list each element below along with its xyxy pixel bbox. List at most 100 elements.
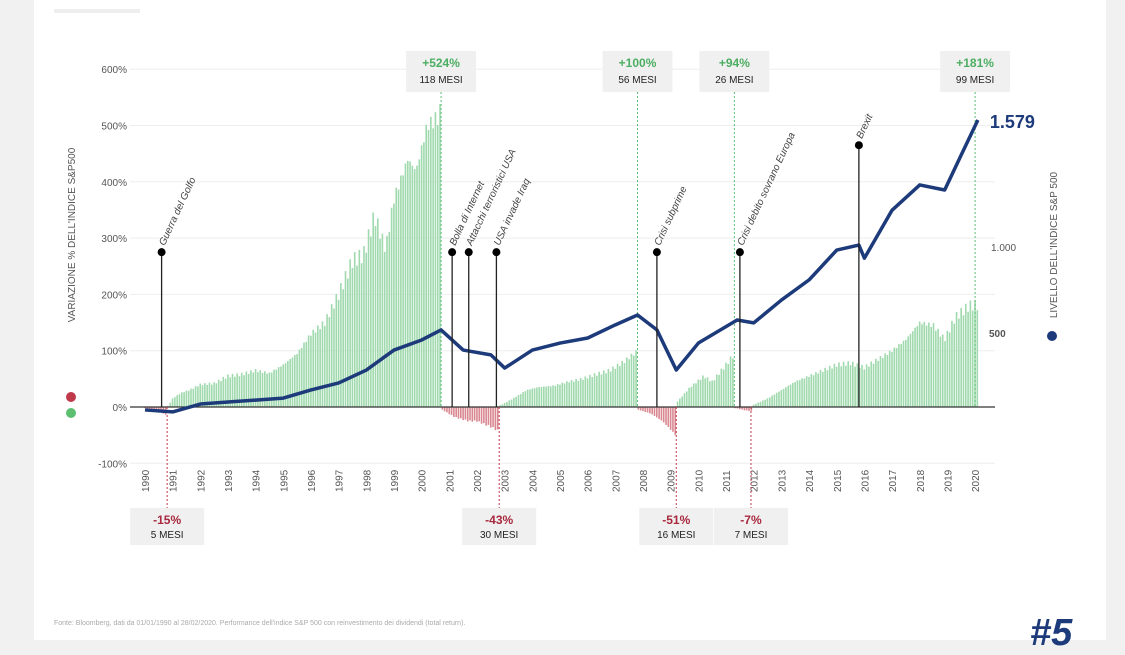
bar [310,335,312,407]
bar [483,407,485,424]
bear-annotation-box [713,508,788,545]
bar [960,307,962,407]
x-tick-label: 2007 [611,469,622,492]
bar [199,383,202,407]
event-marker [157,248,166,257]
page-number-logo: #5 [1030,612,1073,654]
bull-gain-label: +524% [422,56,460,70]
bar [330,304,333,407]
bar [812,375,815,407]
bar [722,369,725,407]
bar [180,392,183,407]
bar [796,380,799,407]
bar [434,112,437,407]
bar [549,386,552,407]
bar [840,366,843,407]
bar [589,374,591,407]
bar [764,399,766,407]
bar [891,351,893,407]
bull-annotation-box [406,51,477,92]
bar [660,407,663,421]
bar [208,382,211,407]
bar [441,407,444,410]
bar [335,294,338,407]
bar [842,361,845,407]
bar [900,343,903,407]
bar [247,373,250,407]
x-tick-label: 2012 [750,469,761,492]
bear-loss-label: -51% [662,513,690,527]
bar [436,125,439,407]
bar [250,370,252,407]
bar [955,311,958,407]
x-tick-label: 2003 [501,469,512,492]
bar [644,407,647,412]
bar [817,373,820,407]
bar [930,326,932,407]
bar [206,384,208,407]
bar [602,370,605,407]
bar [584,376,587,407]
bar [455,407,457,418]
bar [916,326,919,407]
bar [381,233,384,407]
bar [715,374,718,407]
bar [787,385,790,407]
bar [473,407,476,421]
x-tick-label: 2018 [916,469,927,492]
x-tick-label: 1993 [224,469,235,492]
bar [217,379,220,407]
bar [519,394,522,407]
bar [328,317,331,407]
bar [215,383,218,407]
bar [487,407,490,425]
bar [524,391,527,407]
bar [815,372,817,407]
bull-gain-label: +181% [956,56,994,70]
bar [420,145,423,407]
bear-duration-label: 7 MESI [735,530,768,541]
bar [655,407,658,418]
y-tick-label: -100% [98,459,127,470]
bar [741,407,743,410]
bar [277,367,280,407]
bar [768,397,771,407]
bar [291,357,294,407]
bar [928,322,930,407]
bar [450,407,453,415]
bar [895,347,898,407]
bar [540,387,543,407]
bar [619,366,621,407]
legend-bull-dot [66,408,76,418]
bar [480,407,483,424]
bar [476,407,478,422]
bar [729,356,732,407]
y-tick-label: 600% [101,65,127,76]
bar [706,377,709,407]
bar [517,394,520,407]
bar [148,407,151,409]
y-tick-label: 0% [113,403,128,414]
bar [185,390,188,407]
bar [386,235,388,407]
bar [234,376,236,407]
bar [496,407,499,430]
bar [353,252,356,407]
bar [499,405,501,407]
bar [572,381,575,407]
bar [273,369,275,407]
bar [808,376,810,407]
bull-gain-label: +100% [619,56,657,70]
bar [390,207,393,407]
bar [971,310,974,407]
bar [667,407,670,428]
bar [847,361,849,407]
x-tick-label: 1996 [307,469,318,492]
bar [383,251,386,407]
bar [838,362,840,407]
bar [538,387,540,407]
bar [713,380,716,407]
bar [379,238,381,407]
bar [342,289,345,407]
bar [570,380,573,407]
